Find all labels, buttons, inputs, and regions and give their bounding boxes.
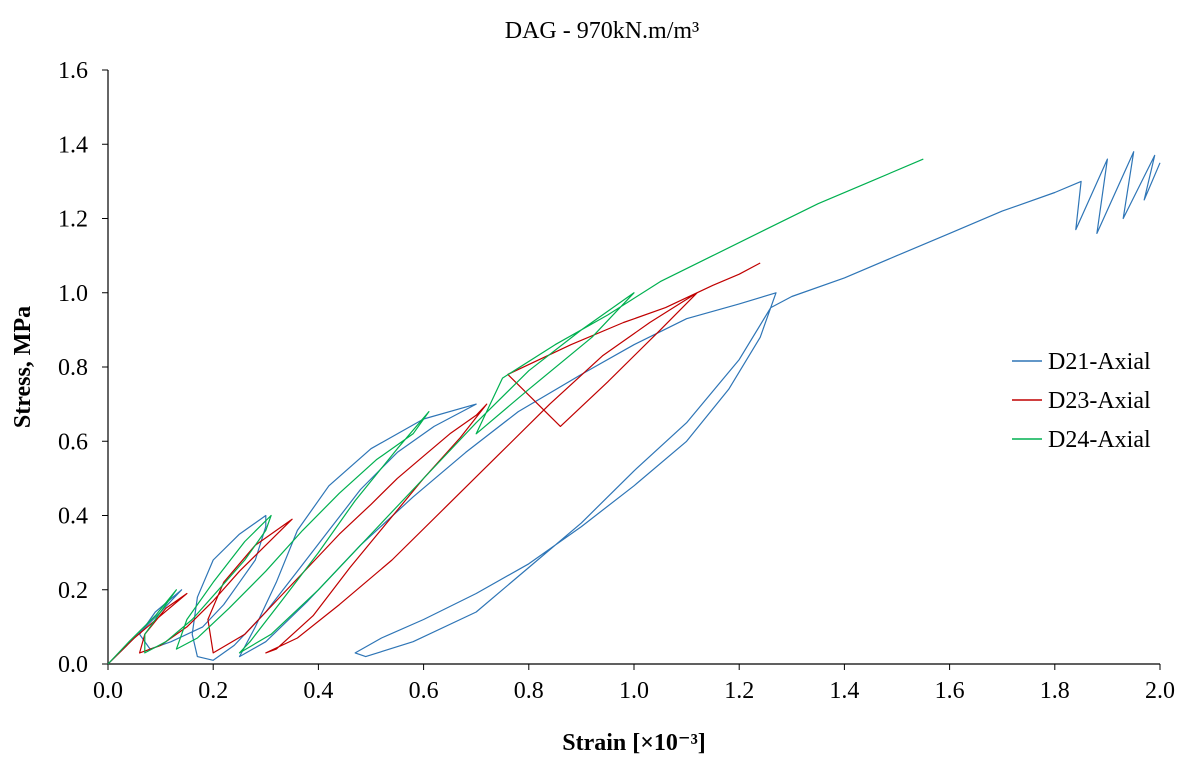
x-tick-label: 0.0 bbox=[93, 678, 123, 704]
x-tick-label: 1.8 bbox=[1040, 678, 1070, 704]
y-tick-label: 1.6 bbox=[58, 58, 88, 84]
y-tick-label: 0.6 bbox=[58, 429, 88, 455]
y-tick-label: 1.4 bbox=[58, 132, 88, 158]
series-line-d23-axial bbox=[107, 262, 761, 665]
x-tick-label: 0.6 bbox=[409, 678, 439, 704]
y-tick-label: 1.0 bbox=[58, 281, 88, 307]
series-lines bbox=[107, 151, 1161, 665]
y-tick-label: 1.2 bbox=[58, 207, 88, 233]
axes bbox=[107, 70, 1160, 665]
y-ticks: 0.0 0.2 0.4 0.6 0.8 1.0 1.2 1.4 1.6 bbox=[58, 58, 108, 678]
legend-label: D23-Axial bbox=[1048, 388, 1151, 414]
x-tick-label: 1.2 bbox=[724, 678, 754, 704]
legend-label: D24-Axial bbox=[1048, 427, 1151, 453]
x-tick-label: 0.2 bbox=[198, 678, 228, 704]
y-tick-label: 0.0 bbox=[58, 652, 88, 678]
chart-title: DAG - 970kN.m/m³ bbox=[505, 18, 700, 44]
y-tick-label: 0.4 bbox=[58, 504, 88, 530]
y-axis-title: Stress, MPa bbox=[10, 306, 36, 428]
x-tick-label: 1.4 bbox=[829, 678, 859, 704]
x-tick-label: 2.0 bbox=[1145, 678, 1175, 704]
legend: D21-Axial D23-Axial D24-Axial bbox=[1012, 349, 1151, 453]
x-tick-label: 0.4 bbox=[303, 678, 333, 704]
x-tick-label: 0.8 bbox=[514, 678, 544, 704]
legend-label: D21-Axial bbox=[1048, 349, 1151, 375]
x-axis-title: Strain [×10⁻³] bbox=[562, 730, 706, 756]
series-line-d21-axial bbox=[107, 151, 1161, 665]
x-ticks: 0.0 0.2 0.4 0.6 0.8 1.0 1.2 1.4 1.6 1.8 2.0 bbox=[93, 664, 1175, 704]
x-tick-label: 1.0 bbox=[619, 678, 649, 704]
y-tick-label: 0.8 bbox=[58, 355, 88, 381]
series-line-d24-axial bbox=[107, 158, 924, 665]
x-tick-label: 1.6 bbox=[935, 678, 965, 704]
y-tick-label: 0.2 bbox=[58, 578, 88, 604]
